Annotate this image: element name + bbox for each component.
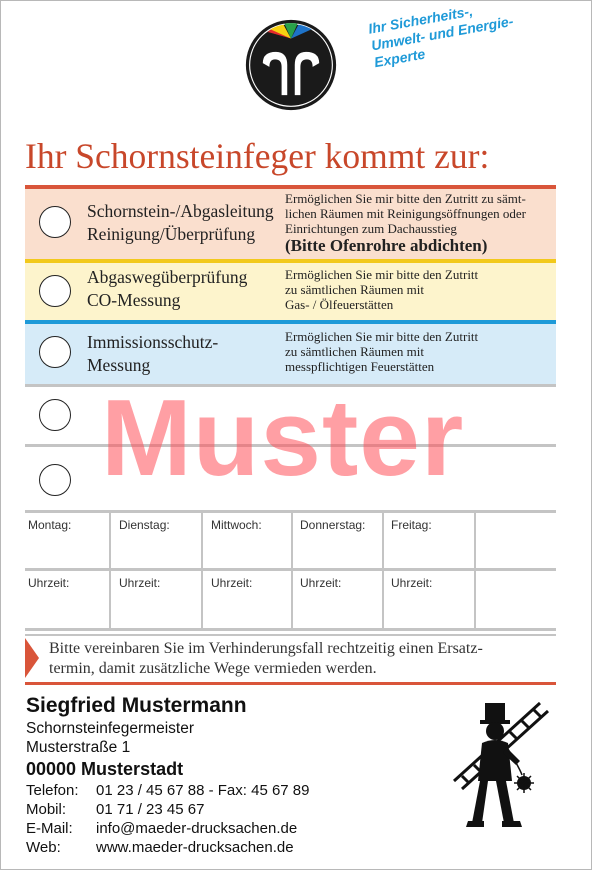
day-label-monday: Montag: — [28, 518, 72, 532]
divider — [291, 510, 293, 631]
service-row-cleaning: Schornstein-/Abgasleitung Reinigung/Über… — [25, 185, 556, 259]
checkbox-circle[interactable] — [39, 464, 71, 496]
checkbox-circle[interactable] — [39, 399, 71, 431]
service-row-emission: Immissionsschutz- Messung Ermöglichen Si… — [25, 320, 556, 384]
service-row-exhaust-check: Abgaswegüberprüfung CO-Messung Ermöglich… — [25, 259, 556, 320]
service-description: Ermöglichen Sie mir bitte den Zutritt zu… — [285, 267, 479, 312]
day-label-tuesday: Dienstag: — [119, 518, 170, 532]
divider — [25, 682, 556, 685]
accent-bar — [25, 320, 556, 324]
divider — [25, 444, 556, 447]
contact-email-row[interactable]: E-Mail: info@maeder-drucksachen.de — [26, 820, 298, 837]
divider — [109, 510, 111, 631]
time-label: Uhrzeit: — [211, 576, 253, 590]
divider — [25, 568, 556, 571]
divider — [25, 628, 556, 631]
contact-phone-row: Telefon: 01 23 / 45 67 88 - Fax: 45 67 89 — [26, 782, 310, 799]
divider — [201, 510, 203, 631]
service-description: Ermöglichen Sie mir bitte den Zutritt zu… — [285, 191, 526, 255]
checkbox-circle[interactable] — [39, 336, 71, 368]
time-label: Uhrzeit: — [391, 576, 433, 590]
checkbox-circle[interactable] — [39, 206, 71, 238]
service-description: Ermöglichen Sie mir bitte den Zutritt zu… — [285, 329, 479, 374]
day-label-wednesday: Mittwoch: — [211, 518, 262, 532]
time-label: Uhrzeit: — [300, 576, 342, 590]
notice-box: Bitte vereinbaren Sie im Verhinderungsfa… — [25, 634, 556, 685]
day-label-thursday: Donnerstag: — [300, 518, 366, 532]
divider — [25, 634, 556, 636]
tagline: Ihr Sicherheits-, Umwelt- und Energie- E… — [367, 1, 573, 71]
contact-web-row[interactable]: Web: www.maeder-drucksachen.de — [26, 839, 294, 856]
divider — [25, 384, 556, 387]
watermark: Muster — [101, 377, 465, 499]
day-label-friday: Freitag: — [391, 518, 432, 532]
service-title: Abgaswegüberprüfung CO-Messung — [87, 267, 248, 310]
arrow-icon — [25, 638, 39, 678]
accent-bar — [25, 185, 556, 189]
contact-profession: Schornsteinfegermeister — [26, 720, 194, 737]
service-note: (Bitte Ofenrohre abdichten) — [285, 236, 488, 255]
page-title: Ihr Schornsteinfeger kommt zur: — [25, 136, 490, 176]
accent-bar — [25, 259, 556, 263]
divider — [474, 510, 476, 631]
contact-city: 00000 Musterstadt — [26, 759, 184, 779]
checkbox-circle[interactable] — [39, 275, 71, 307]
time-label: Uhrzeit: — [28, 576, 70, 590]
contact-name: Siegfried Mustermann — [26, 694, 247, 717]
service-title: Immissionsschutz- Messung — [87, 332, 219, 375]
contact-street: Musterstraße 1 — [26, 739, 131, 756]
service-title: Schornstein-/Abgasleitung Reinigung/Über… — [87, 201, 274, 244]
time-label: Uhrzeit: — [119, 576, 161, 590]
contact-block: Siegfried Mustermann Schornsteinfegermei… — [26, 693, 310, 857]
divider — [25, 510, 556, 513]
schedule-grid: Montag: Dienstag: Mittwoch: Donnerstag: … — [25, 510, 556, 631]
guild-emblem-icon — [245, 19, 337, 111]
contact-mobile-row: Mobil: 01 71 / 23 45 67 — [26, 801, 205, 818]
divider — [382, 510, 384, 631]
notice-text: Bitte vereinbaren Sie im Verhinderungsfa… — [49, 640, 483, 677]
chimney-sweep-icon — [452, 701, 550, 827]
